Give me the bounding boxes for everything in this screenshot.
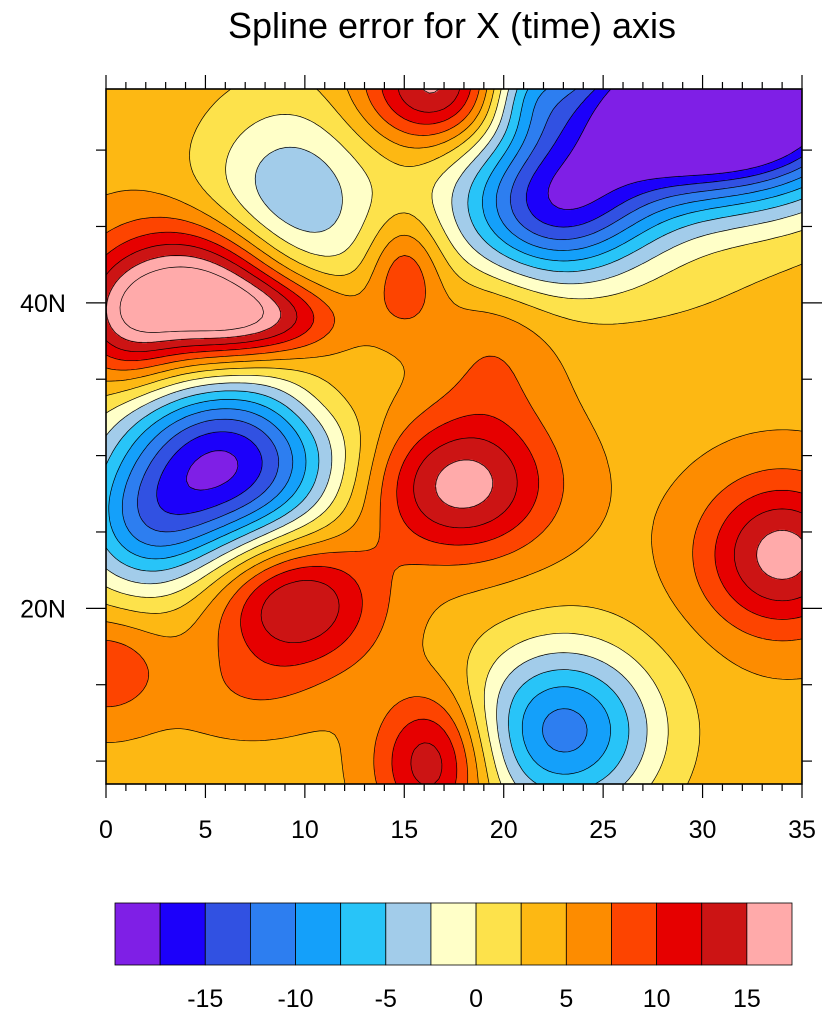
colorbar-swatch <box>430 902 477 966</box>
contour-line <box>106 89 802 784</box>
y-tick-label: 40N <box>20 290 66 318</box>
x-tick-label: 5 <box>198 816 212 844</box>
colorbar-swatch <box>249 902 296 966</box>
colorbar-swatch <box>295 902 342 966</box>
contour-line <box>106 89 802 784</box>
contour-line <box>119 266 264 333</box>
contour-line <box>106 89 802 784</box>
contour-line <box>121 89 802 753</box>
colorbar-swatch <box>656 902 703 966</box>
contour-line <box>137 89 802 533</box>
colorbar-swatch <box>475 902 522 966</box>
x-tick-label: 10 <box>291 816 319 844</box>
x-tick-label: 15 <box>390 816 418 844</box>
x-tick-label: 25 <box>589 816 617 844</box>
contour-line <box>106 89 802 784</box>
colorbar-swatch <box>114 902 161 966</box>
contour-fill-image <box>106 89 802 784</box>
chart-title: Spline error for X (time) axis <box>228 5 676 46</box>
contour-lines <box>106 89 802 784</box>
colorbar-label: 10 <box>643 985 671 1013</box>
plot-frame <box>105 88 803 785</box>
colorbar-swatch <box>340 902 387 966</box>
colorbar-swatch <box>565 902 612 966</box>
x-tick-label: 20 <box>490 816 518 844</box>
contour-line <box>186 89 802 491</box>
colorbar-swatch <box>701 902 748 966</box>
plot-area <box>105 88 803 785</box>
colorbar-label: 15 <box>733 985 761 1013</box>
colorbar-swatch <box>159 902 206 966</box>
contour-line <box>156 89 802 515</box>
contour-line <box>106 89 802 784</box>
colorbar: -15 -10 -5 0 5 10 15 <box>114 902 793 1013</box>
y-tick-label: 20N <box>20 595 66 623</box>
contour-line <box>106 89 802 784</box>
colorbar-label: 0 <box>469 985 483 1013</box>
x-tick-label: 0 <box>99 816 113 844</box>
colorbar-swatch <box>204 902 251 966</box>
x-axis: 0 5 10 15 20 25 30 35 <box>99 75 816 844</box>
colorbar-label: 5 <box>559 985 573 1013</box>
contour-line <box>106 89 802 784</box>
colorbar-swatch <box>385 902 432 966</box>
colorbar-label: -10 <box>277 985 313 1013</box>
colorbar-label: -5 <box>375 985 397 1013</box>
x-tick-label: 35 <box>788 816 816 844</box>
contour-line <box>108 89 802 775</box>
contour-fills <box>106 89 802 784</box>
colorbar-swatch <box>520 902 567 966</box>
colorbar-label: -15 <box>187 985 223 1013</box>
x-tick-label: 30 <box>689 816 717 844</box>
colorbar-swatch <box>746 902 793 966</box>
colorbar-swatch <box>611 902 658 966</box>
contour-line <box>106 89 802 784</box>
y-axis: 20N 40N <box>20 149 822 762</box>
